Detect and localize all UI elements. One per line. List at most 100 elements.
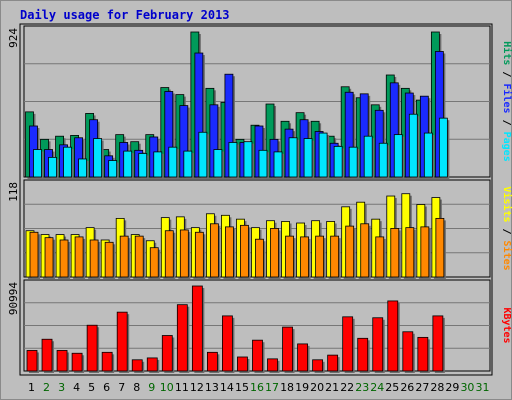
bar-pages-day-2 [48, 156, 57, 178]
bar-kbytes-day-9 [146, 357, 158, 372]
x-tick-label-day-24: 24 [370, 381, 384, 394]
bar-kbytes-day-19 [297, 343, 308, 372]
bar-pages-day-21 [333, 145, 343, 178]
bar-pages-day-13 [213, 149, 223, 178]
bar-sites-day-23 [360, 223, 370, 278]
bar-sites-day-5 [89, 239, 99, 278]
bar-pages-day-27 [423, 132, 433, 178]
bar-pages-day-15 [243, 141, 253, 178]
bar-sites-day-1 [29, 231, 39, 278]
bar-sites-day-9 [149, 247, 159, 278]
bar-sites-day-28 [435, 217, 445, 278]
bar-pages-day-20 [318, 132, 328, 178]
axis-label-files: Files [501, 83, 512, 113]
bar-pages-day-7 [123, 150, 133, 178]
bar-kbytes-day-13 [206, 351, 218, 372]
bar-sites-day-17 [270, 228, 279, 278]
bar-pages-day-17 [273, 151, 283, 178]
bar-sites-day-21 [330, 235, 340, 278]
bar-kbytes-day-25 [387, 300, 399, 372]
x-tick-label-day-26: 26 [400, 381, 414, 394]
axis-label-kbytes: KBytes [501, 307, 512, 343]
bar-sites-day-12 [194, 231, 204, 278]
bar-kbytes-day-23 [357, 337, 369, 372]
bar-sites-day-19 [300, 236, 309, 278]
bar-kbytes-day-22 [342, 316, 354, 372]
bar-sites-day-22 [345, 225, 355, 278]
x-tick-label-day-30: 30 [460, 381, 474, 394]
bar-pages-day-6 [108, 160, 118, 178]
x-tick-label-day-16: 16 [250, 381, 264, 394]
plot-outer-border [19, 23, 493, 376]
bar-pages-day-5 [93, 138, 103, 178]
x-tick-label-day-5: 5 [88, 381, 95, 394]
bar-sites-day-16 [255, 238, 264, 278]
bar-pages-day-8 [138, 153, 148, 178]
bar-sites-day-26 [405, 227, 415, 278]
x-tick-label-day-22: 22 [340, 381, 354, 394]
axis-label-hits: Hits [501, 41, 512, 65]
x-tick-label-day-14: 14 [220, 381, 234, 394]
axis-label-pages: Pages [501, 132, 512, 162]
x-tick-label-day-1: 1 [28, 381, 35, 394]
bar-pages-day-26 [408, 113, 418, 178]
x-tick-label-day-10: 10 [160, 381, 174, 394]
bar-sites-day-4 [74, 236, 84, 278]
bar-sites-day-18 [285, 235, 294, 278]
bar-pages-day-11 [183, 150, 193, 178]
panel-kbytes-max-label: 90994 [7, 282, 20, 315]
x-tick-label-day-21: 21 [325, 381, 339, 394]
bar-kbytes-day-10 [161, 335, 173, 372]
bar-sites-day-2 [44, 237, 54, 278]
bar-kbytes-day-7 [116, 311, 128, 372]
x-tick-label-day-7: 7 [118, 381, 125, 394]
bar-pages-day-24 [378, 142, 388, 178]
bar-kbytes-day-26 [402, 331, 414, 372]
bar-sites-day-8 [134, 235, 144, 278]
panel-visits-max-label: 118 [7, 182, 20, 202]
x-tick-label-day-29: 29 [445, 381, 459, 394]
axis-label-separator: / [501, 114, 512, 132]
x-tick-label-day-2: 2 [43, 381, 50, 394]
bar-kbytes-day-16 [252, 339, 263, 372]
bar-sites-day-20 [315, 235, 325, 278]
bar-sites-day-15 [240, 224, 249, 278]
bar-kbytes-day-28 [432, 315, 444, 372]
x-tick-label-day-27: 27 [415, 381, 429, 394]
bar-sites-day-24 [375, 236, 385, 278]
x-tick-label-day-20: 20 [310, 381, 324, 394]
x-tick-label-day-6: 6 [103, 381, 110, 394]
bar-kbytes-day-3 [56, 350, 68, 372]
x-tick-label-day-12: 12 [190, 381, 204, 394]
x-tick-label-day-15: 15 [235, 381, 249, 394]
bar-pages-day-25 [393, 134, 403, 178]
bar-kbytes-day-15 [237, 356, 248, 372]
bar-kbytes-day-11 [176, 304, 188, 372]
x-tick-label-day-17: 17 [265, 381, 279, 394]
bar-sites-day-25 [390, 228, 400, 278]
bar-sites-day-11 [179, 229, 189, 278]
bar-kbytes-day-1 [26, 350, 38, 372]
bar-sites-day-27 [420, 226, 430, 278]
bar-sites-day-10 [164, 230, 174, 278]
x-tick-label-day-25: 25 [385, 381, 399, 394]
panel-visits-axis-label: Visits / Sites [501, 186, 512, 270]
bar-kbytes-day-20 [312, 359, 324, 372]
bar-kbytes-day-14 [222, 315, 233, 372]
x-tick-label-day-18: 18 [280, 381, 294, 394]
bar-kbytes-day-27 [417, 336, 429, 372]
bar-pages-day-19 [303, 138, 313, 178]
bar-sites-day-3 [59, 239, 69, 278]
bar-kbytes-day-12 [191, 285, 203, 372]
axis-label-separator: / [501, 222, 512, 240]
bar-kbytes-day-21 [327, 354, 339, 372]
x-tick-label-day-31: 31 [475, 381, 489, 394]
bar-kbytes-day-24 [372, 317, 384, 372]
axis-label-separator: / [501, 65, 512, 83]
bar-pages-day-9 [153, 151, 163, 178]
bar-pages-day-14 [228, 142, 238, 178]
panel-hits-axis-label: Hits / Files / Pages [501, 41, 512, 161]
x-tick-label-day-28: 28 [430, 381, 444, 394]
bar-pages-day-22 [348, 146, 358, 178]
